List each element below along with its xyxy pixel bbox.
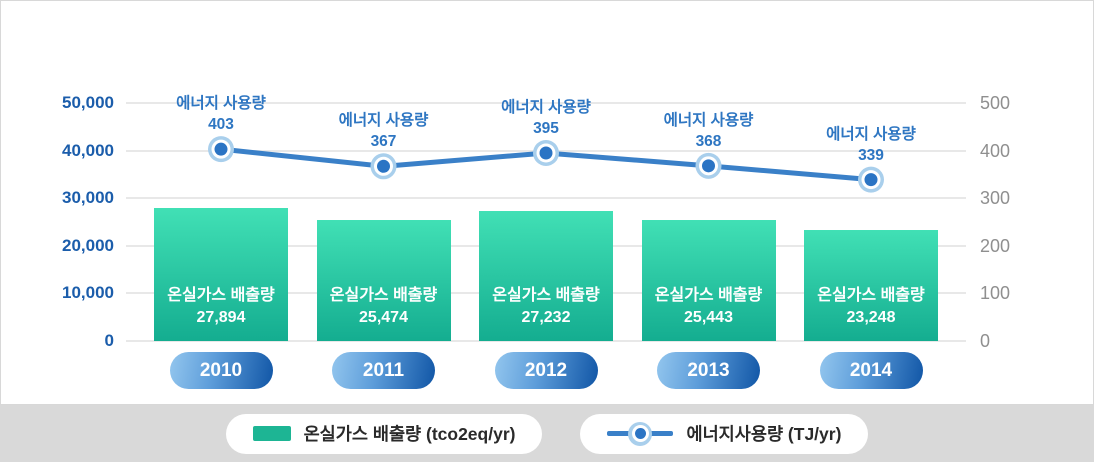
year-button-2012[interactable]: 2012 bbox=[494, 352, 598, 389]
plot-area: 온실가스 배출량 27,894 온실가스 배출량 25,474 온실가스 배출량 27,2… bbox=[126, 95, 966, 342]
right-axis-tick-label: 0 bbox=[980, 331, 991, 351]
legend-band: 온실가스 배출량 (tco2eq/yr) 에너지사용량 (TJ/yr) bbox=[0, 405, 1094, 462]
bar-series-swatch-icon bbox=[252, 426, 291, 441]
year-button-2013[interactable]: 2013 bbox=[657, 352, 760, 389]
emissions-bar bbox=[641, 219, 776, 341]
year-button-2011[interactable]: 2011 bbox=[332, 352, 435, 389]
emissions-bar bbox=[804, 230, 938, 341]
emissions-bar bbox=[154, 208, 288, 341]
line-series-svg bbox=[208, 136, 884, 193]
left-axis-tick-label: 50,000 bbox=[62, 93, 114, 112]
legend-emissions-label: 온실가스 배출량 (tco2eq/yr) bbox=[303, 424, 516, 444]
emissions-bar bbox=[479, 211, 613, 341]
emissions-bar bbox=[316, 219, 451, 341]
left-axis-tick-label: 40,000 bbox=[62, 140, 114, 160]
legend-item-emissions: 온실가스 배출량 (tco2eq/yr) bbox=[225, 413, 543, 454]
right-axis-tick-label: 100 bbox=[980, 283, 1011, 304]
legend-energy-label: 에너지사용량 (TJ/yr) bbox=[686, 424, 842, 444]
right-axis-tick-label: 200 bbox=[980, 235, 1011, 256]
year-button-2014[interactable]: 2014 bbox=[819, 352, 923, 389]
energy-point-marker-icon bbox=[539, 146, 553, 160]
energy-point-marker-icon bbox=[377, 159, 390, 173]
chart-panel: 온실가스 배출량 27,894 온실가스 배출량 25,474 온실가스 배출량 27,2… bbox=[0, 0, 1094, 405]
energy-point-marker-icon bbox=[214, 142, 228, 156]
right-axis-tick-label: 500 bbox=[980, 93, 1011, 113]
left-axis-tick-label: 0 bbox=[104, 331, 114, 350]
left-axis-tick-label: 20,000 bbox=[62, 235, 114, 255]
left-axis-tick-label: 10,000 bbox=[62, 283, 114, 303]
right-axis-tick-label: 300 bbox=[980, 188, 1011, 209]
energy-point-marker-icon bbox=[702, 159, 715, 173]
legend-item-energy: 에너지사용량 (TJ/yr) bbox=[580, 413, 869, 454]
gridline bbox=[126, 340, 966, 342]
line-series-marker-icon bbox=[607, 421, 674, 447]
right-axis-tick-label: 400 bbox=[980, 140, 1011, 161]
energy-point-marker-icon bbox=[864, 173, 878, 187]
year-button-2010[interactable]: 2010 bbox=[169, 352, 273, 389]
gridline bbox=[126, 197, 966, 200]
gridline bbox=[126, 102, 966, 104]
left-axis-tick-label: 30,000 bbox=[62, 188, 114, 208]
